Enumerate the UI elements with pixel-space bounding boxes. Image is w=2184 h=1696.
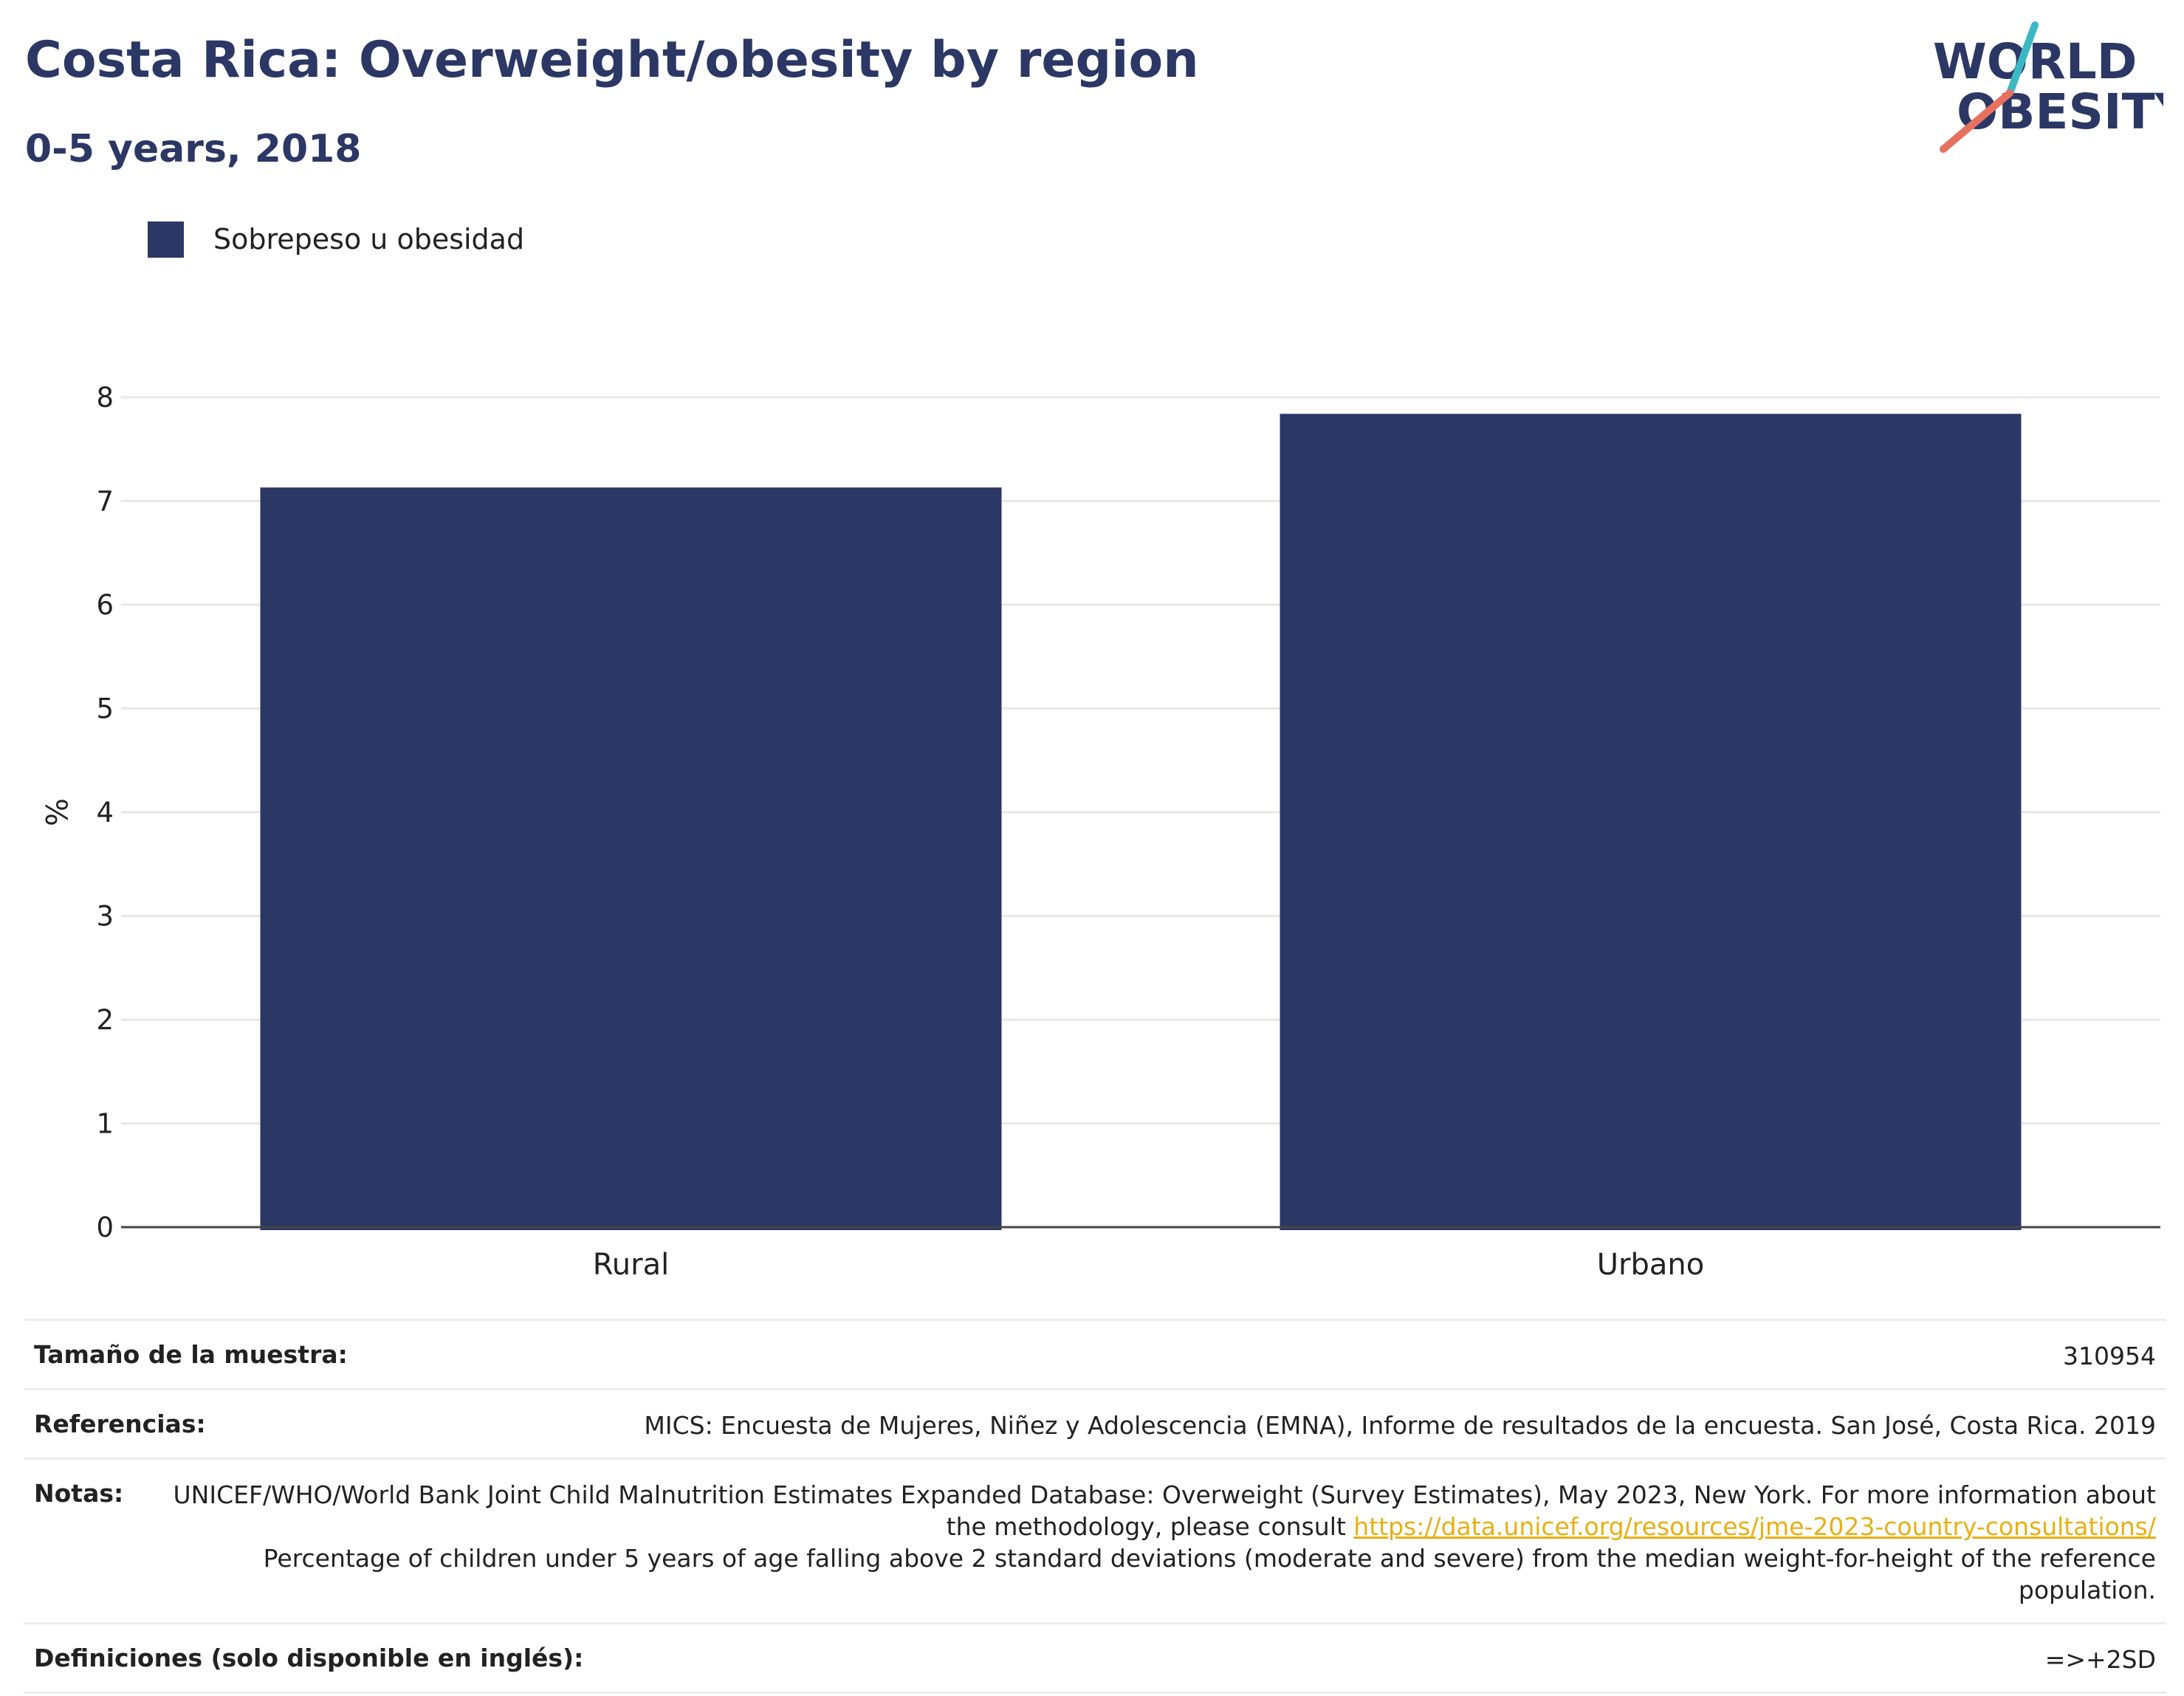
x-tick-label: Rural — [593, 1248, 669, 1282]
references-value: MICS: Encuesta de Mujeres, Niñez y Adole… — [644, 1411, 2156, 1440]
notes-definition-text: Percentage of children under 5 years of … — [263, 1544, 2156, 1604]
notes-label: Notas: — [34, 1479, 124, 1508]
sample-size-label: Tamaño de la muestra: — [34, 1340, 348, 1369]
notes-row: Notas: UNICEF/WHO/World Bank Joint Child… — [24, 1458, 2166, 1622]
y-tick-label: 1 — [96, 1108, 114, 1140]
y-tick-label: 2 — [96, 1004, 114, 1036]
y-tick-label: 0 — [96, 1212, 114, 1243]
y-tick-label: 7 — [96, 486, 114, 518]
bars — [260, 413, 2022, 1230]
chart-title: Costa Rica: Overweight/obesity by region — [25, 31, 1199, 89]
y-tick-label: 8 — [96, 382, 114, 413]
legend-label: Sobrepeso u obesidad — [213, 223, 525, 255]
notes-value: UNICEF/WHO/World Bank Joint Child Malnut… — [153, 1479, 2156, 1606]
legend[interactable]: Sobrepeso u obesidad — [148, 220, 524, 258]
logo-slash-teal — [2006, 21, 2039, 97]
logo-word-world: WORLD — [1933, 33, 2137, 90]
references-label: Referencias: — [34, 1410, 206, 1438]
sample-size-value: 310954 — [2063, 1342, 2156, 1370]
chart-subtitle: 0-5 years, 2018 — [25, 127, 362, 171]
y-axis-label: % — [38, 798, 72, 826]
y-tick-label: 3 — [96, 901, 114, 933]
x-tick-label: Urbano — [1597, 1248, 1704, 1282]
definitions-value: =>+2SD — [2044, 1645, 2156, 1674]
bar-urbano[interactable] — [1280, 413, 2022, 1230]
definitions-label: Definiciones (solo disponible en inglés)… — [34, 1644, 584, 1672]
definitions-row: Definiciones (solo disponible en inglés)… — [24, 1622, 2166, 1694]
axes: 0 1 2 3 4 5 6 7 8 Rural Urbano% — [38, 382, 2160, 1282]
legend-swatch — [148, 221, 184, 258]
bar-rural[interactable] — [260, 487, 1002, 1230]
y-tick-label: 4 — [96, 797, 114, 828]
methodology-link[interactable]: https://data.unicef.org/resources/jme-20… — [1353, 1512, 2156, 1541]
world-obesity-logo: WORLD OBESITY — [1933, 21, 2163, 153]
y-tick-label: 5 — [96, 693, 114, 725]
sample-size-row: Tamaño de la muestra: 310954 — [24, 1319, 2166, 1388]
logo-slash-coral — [1940, 89, 2013, 153]
info-table: Tamaño de la muestra: 310954 Referencias… — [24, 1319, 2166, 1694]
y-tick-label: 6 — [96, 589, 114, 621]
bar-chart: 0 1 2 3 4 5 6 7 8 Rural Urbano% — [38, 382, 2160, 1282]
references-row: Referencias: MICS: Encuesta de Mujeres, … — [24, 1388, 2166, 1458]
notes-text: UNICEF/WHO/World Bank Joint Child Malnut… — [173, 1480, 2156, 1541]
